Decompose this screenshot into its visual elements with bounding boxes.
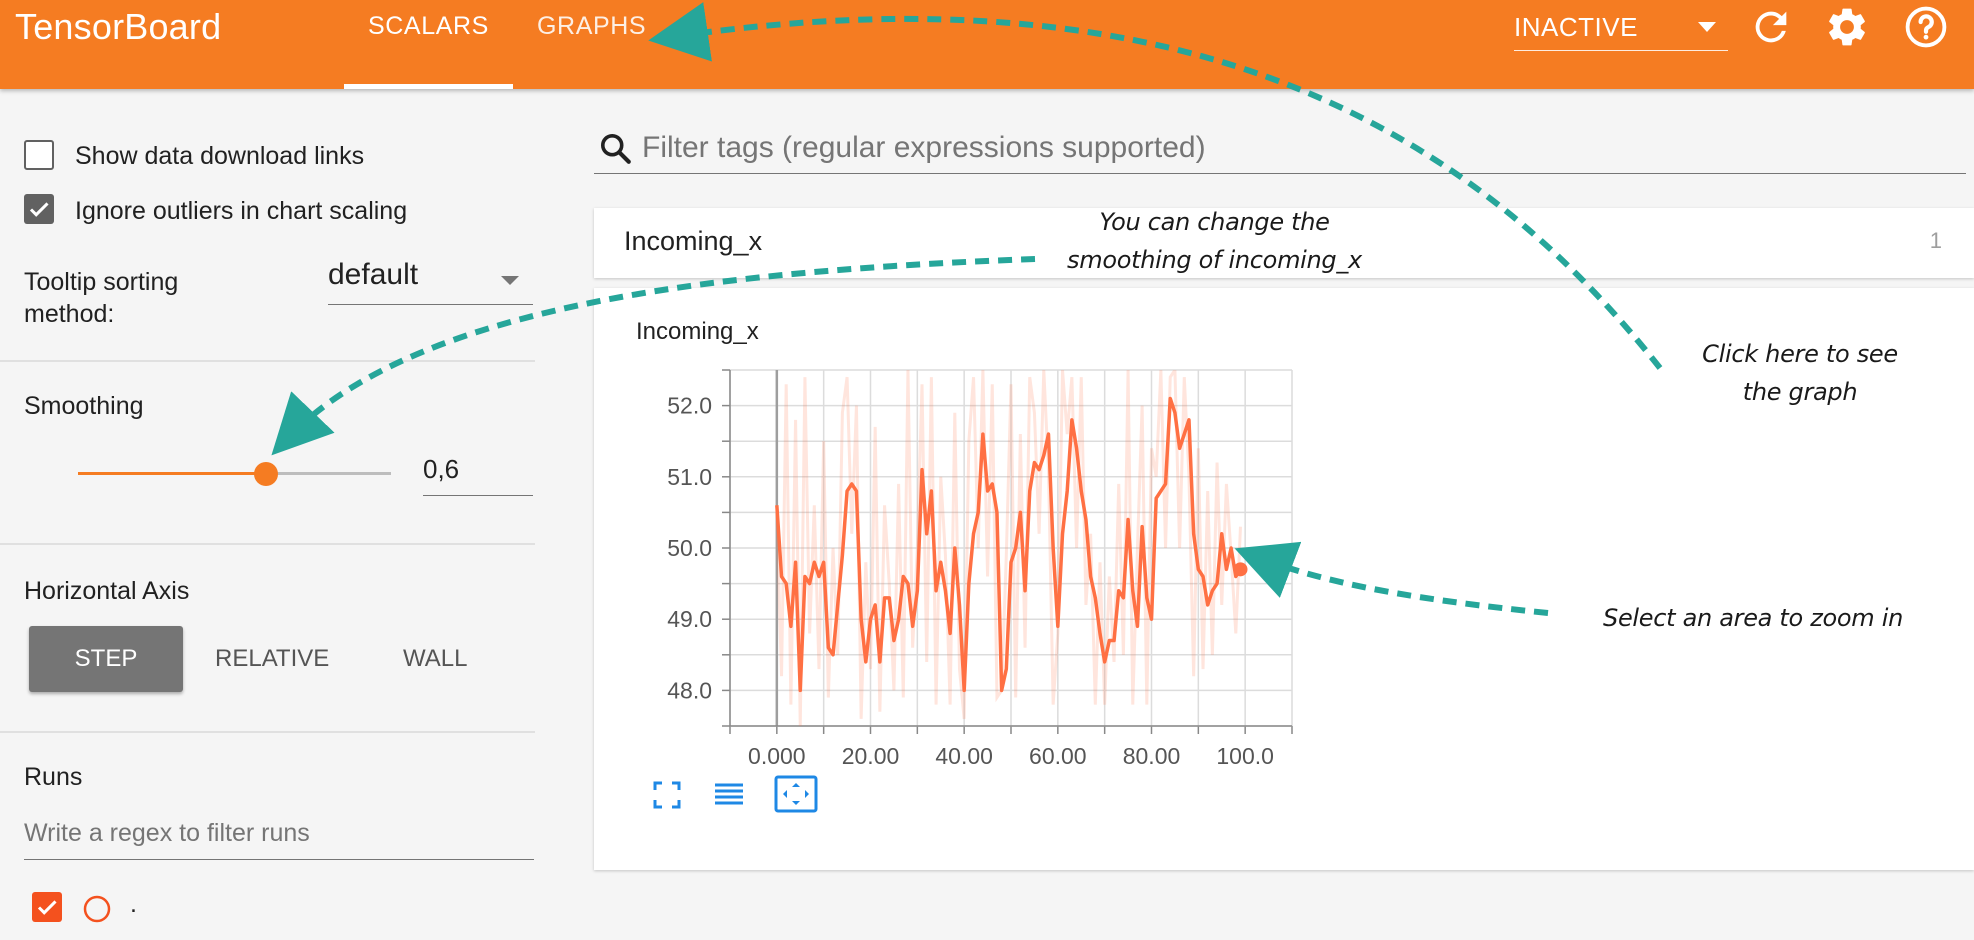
- category-count: 1: [1929, 228, 1942, 253]
- tag-filter-placeholder: Filter tags (regular expressions support…: [642, 131, 1206, 164]
- x-tick-label: 80.00: [1123, 743, 1181, 768]
- smoothing-value: 0,6: [423, 454, 460, 484]
- runs-filter-input[interactable]: Write a regex to filter runs: [24, 809, 534, 860]
- axis-relative-button[interactable]: RELATIVE: [215, 645, 330, 672]
- show-download-links-label: Show data download links: [75, 142, 365, 170]
- raw-series-line: [775, 370, 1242, 726]
- run-color-radio-icon[interactable]: [82, 894, 112, 924]
- smoothing-slider-fill: [78, 472, 266, 475]
- ignore-outliers-checkbox[interactable]: [24, 194, 54, 224]
- fullscreen-icon[interactable]: [650, 778, 684, 812]
- x-tick-label: 0.000: [748, 743, 806, 768]
- smoothing-slider[interactable]: [78, 472, 391, 475]
- search-icon: [600, 133, 631, 164]
- scalar-chart[interactable]: 0.000 20.00 40.00 60.00 80.00 100.0 48.0 49.0 50…: [594, 288, 1294, 768]
- x-tick-label: 40.00: [935, 743, 993, 768]
- runs-filter-placeholder: Write a regex to filter runs: [24, 819, 310, 847]
- tooltip-sorting-dropdown[interactable]: default: [328, 256, 533, 305]
- divider: [0, 543, 535, 545]
- tooltip-sorting-value: default: [328, 258, 419, 291]
- show-download-links-checkbox[interactable]: [24, 140, 54, 170]
- tab-scalars[interactable]: SCALARS: [368, 12, 489, 40]
- divider: [0, 360, 535, 362]
- annotation-graph: Click here to see the graph: [1702, 340, 1898, 406]
- caret-down-icon: [1698, 22, 1716, 32]
- gear-icon[interactable]: [1824, 4, 1870, 50]
- divider: [0, 731, 535, 733]
- tooltip-sorting-label: Tooltip sorting method:: [24, 268, 179, 328]
- run-status-dropdown[interactable]: INACTIVE: [1514, 10, 1728, 51]
- y-tick-label: 49.0: [667, 606, 712, 632]
- y-tick-label: 50.0: [667, 535, 712, 561]
- smoothing-value-input[interactable]: 0,6: [423, 451, 533, 496]
- y-tick-label: 52.0: [667, 393, 712, 419]
- annotation-zoom: Select an area to zoom in: [1603, 604, 1903, 632]
- horizontal-axis-title: Horizontal Axis: [24, 577, 190, 605]
- active-tab-indicator: [344, 84, 513, 89]
- y-tick-label: 51.0: [667, 464, 712, 490]
- axis-step-button[interactable]: STEP: [29, 626, 183, 692]
- checkmark-icon: [29, 202, 49, 217]
- checkmark-icon: [37, 900, 57, 915]
- tag-filter-input[interactable]: Filter tags (regular expressions support…: [594, 125, 1966, 174]
- refresh-icon[interactable]: [1748, 4, 1794, 50]
- fit-domain-icon[interactable]: [774, 775, 818, 813]
- smoothed-series-line: [775, 396, 1242, 693]
- smoothing-title: Smoothing: [24, 392, 144, 420]
- series-endpoint-marker: [1233, 562, 1248, 577]
- axis-wall-button[interactable]: WALL: [403, 645, 468, 672]
- top-app-bar: TensorBoard SCALARS GRAPHS INACTIVE: [0, 0, 1974, 89]
- y-tick-label: 48.0: [667, 677, 712, 703]
- app-title: TensorBoard: [15, 6, 222, 47]
- sidebar: Show data download links Ignore outliers…: [0, 89, 535, 940]
- run-name: .: [130, 890, 137, 918]
- caret-down-icon: [501, 276, 519, 285]
- category-title: Incoming_x: [624, 226, 763, 256]
- x-tick-label: 20.00: [842, 743, 900, 768]
- run-status-value: INACTIVE: [1514, 12, 1638, 42]
- runs-title: Runs: [24, 763, 83, 791]
- run-checkbox[interactable]: [32, 892, 62, 922]
- smoothing-slider-thumb[interactable]: [253, 462, 278, 486]
- x-tick-label: 60.00: [1029, 743, 1087, 768]
- tab-graphs[interactable]: GRAPHS: [537, 12, 647, 40]
- log-scale-icon[interactable]: [712, 778, 746, 812]
- ignore-outliers-label: Ignore outliers in chart scaling: [75, 197, 408, 225]
- x-tick-label: 100.0: [1216, 743, 1274, 768]
- help-icon[interactable]: [1903, 4, 1949, 50]
- annotation-smoothing: You can change the smoothing of incoming…: [1067, 208, 1362, 274]
